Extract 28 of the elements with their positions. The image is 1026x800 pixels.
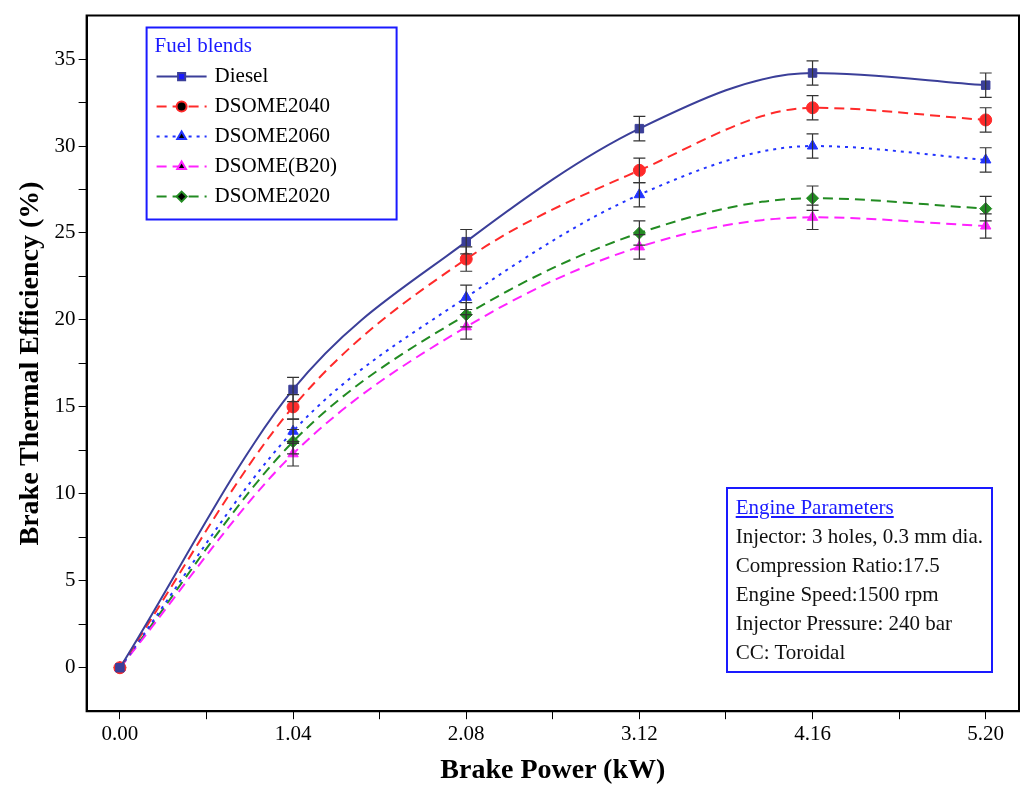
annotation: Engine Speed:1500 rpm — [735, 581, 940, 609]
annotation: Engine Parameters — [735, 494, 895, 522]
x-tick-label: 1.04 — [274, 721, 312, 746]
y-tick-label: 25 — [54, 219, 76, 244]
legend-label: Diesel — [214, 63, 269, 88]
annotation: Compression Ratio:17.5 — [735, 552, 941, 580]
x-tick-label: 0.00 — [101, 721, 139, 746]
x-axis-title: Brake Power (kW) — [440, 753, 666, 785]
y-tick-label: 0 — [65, 654, 76, 679]
legend-label: DSOME2040 — [214, 93, 331, 118]
annotation: Injector: 3 holes, 0.3 mm dia. — [735, 523, 983, 551]
y-tick-label: 5 — [65, 567, 76, 592]
legend-title: Fuel blends — [154, 33, 253, 58]
x-tick-label: 2.08 — [447, 721, 485, 746]
y-tick-label: 10 — [54, 480, 76, 505]
annotation: CC: Toroidal — [735, 639, 847, 667]
y-axis-title: Brake Thermal Efficiency (%) — [13, 181, 45, 546]
y-tick-label: 20 — [54, 306, 76, 331]
x-tick-label: 5.20 — [967, 721, 1005, 746]
legend-label: DSOME2060 — [214, 123, 331, 148]
y-tick-label: 30 — [54, 132, 76, 157]
legend-label: DSOME2020 — [214, 183, 331, 208]
x-tick-label: 4.16 — [794, 721, 831, 746]
legend-label: DSOME(B20) — [214, 153, 338, 178]
annotation: Injector Pressure: 240 bar — [735, 610, 954, 638]
x-tick-label: 3.12 — [621, 721, 658, 746]
y-tick-label: 15 — [54, 393, 76, 418]
y-tick-label: 35 — [54, 45, 76, 70]
